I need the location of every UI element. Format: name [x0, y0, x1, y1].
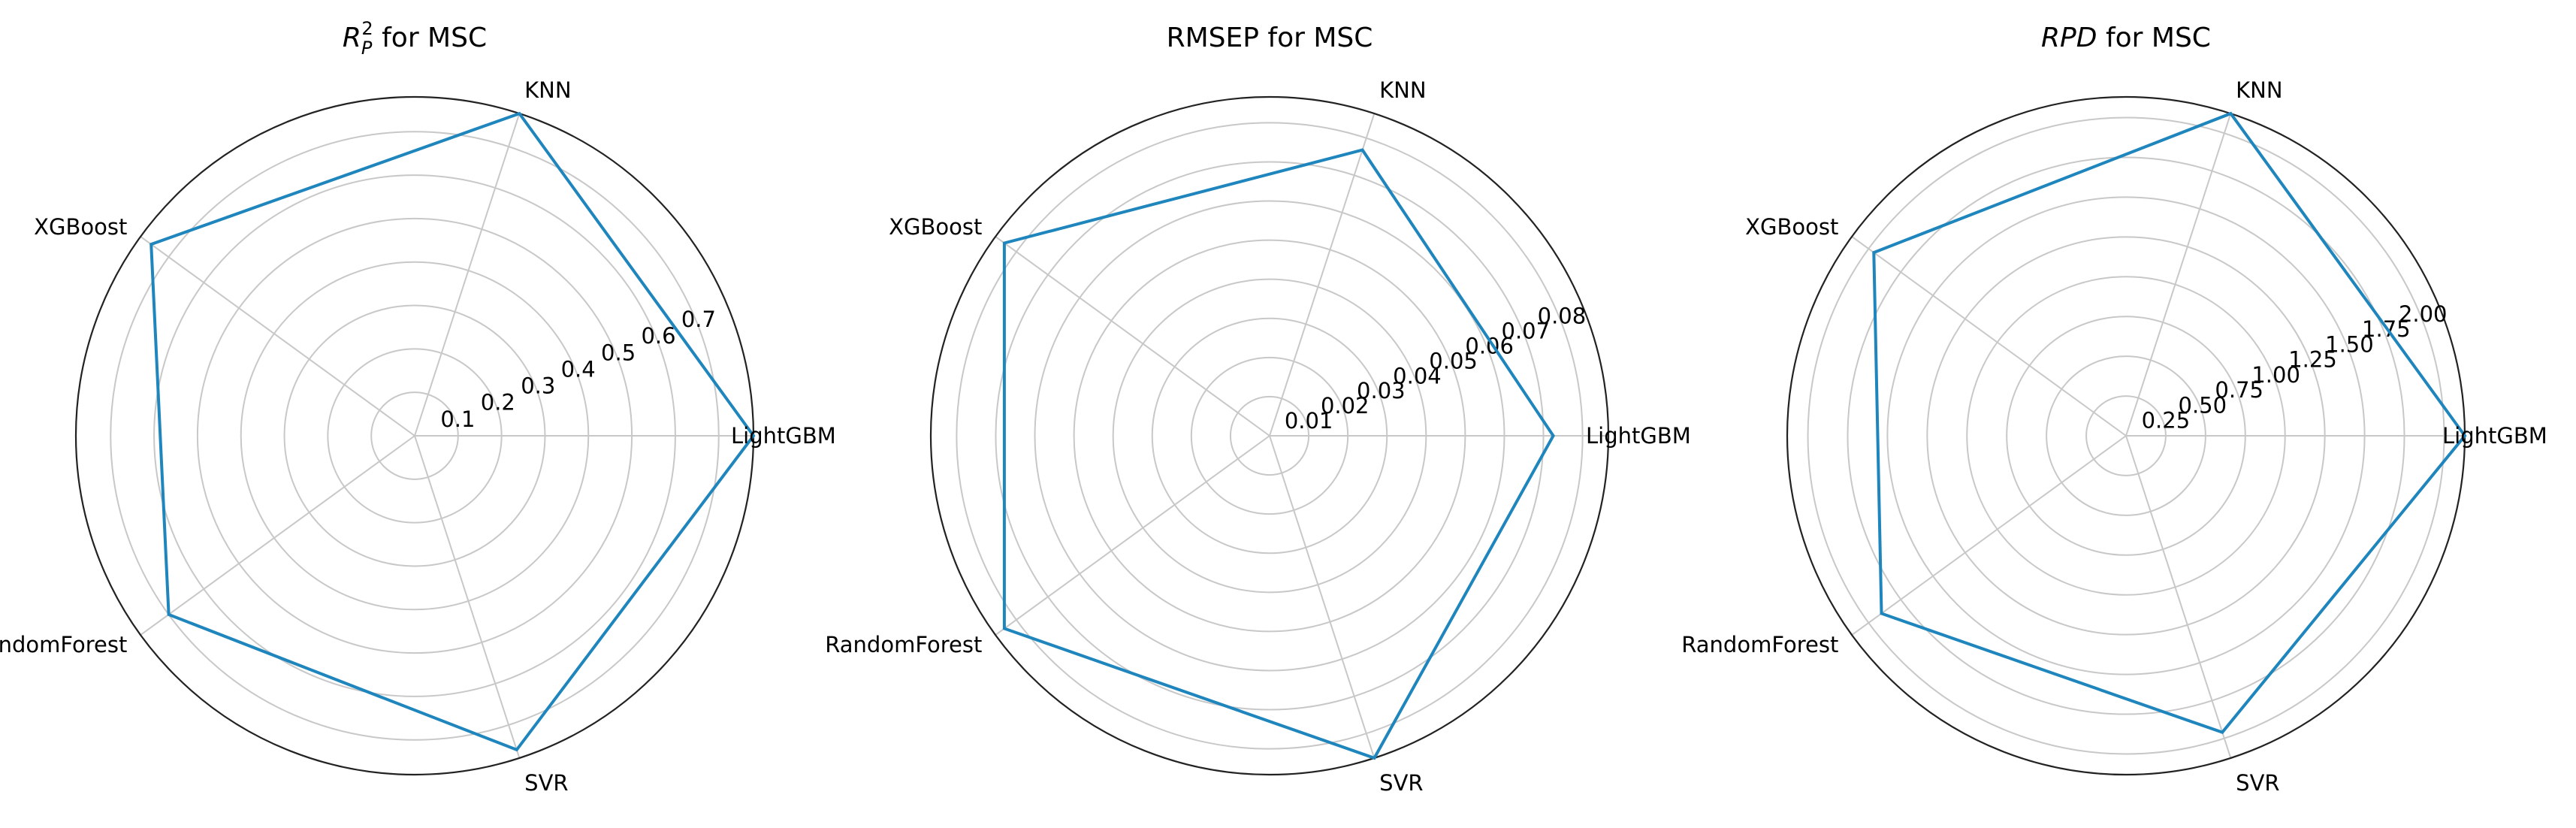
radial-tick-label: 0.01	[1285, 408, 1333, 434]
category-label: XGBoost	[1745, 214, 1838, 240]
category-label: XGBoost	[34, 214, 127, 240]
category-label: SVR	[1379, 770, 1423, 796]
radial-tick-label: 0.07	[1502, 318, 1551, 343]
radial-tick-label: 0.08	[1538, 304, 1587, 329]
series-line	[1002, 148, 1555, 760]
radial-tick-label: 1.25	[2288, 347, 2337, 373]
category-label: XGBoost	[889, 214, 982, 240]
radar-plot: 0.250.500.751.001.251.501.752.00LightGBM…	[1681, 77, 2547, 796]
radial-tick-label: 0.75	[2215, 377, 2263, 403]
radial-tick-label: 0.1	[440, 406, 475, 432]
radial-tick-label: 0.6	[641, 323, 675, 349]
spoke-line	[2125, 435, 2232, 759]
category-label: RandomForest	[825, 632, 982, 657]
category-label: LightGBM	[2442, 423, 2547, 449]
spoke-line	[995, 236, 1270, 437]
category-label: RandomForest	[1681, 632, 1838, 657]
category-label: LightGBM	[731, 423, 836, 449]
chart-title: RP2 for MSC	[343, 18, 487, 59]
radar-plot: 0.010.020.030.040.050.060.070.08 LightGBM…	[825, 77, 1690, 796]
radar-panel-rpd: RPD for MSC 0.250.500.751.001.251.501.75…	[1681, 23, 2547, 796]
radial-tick-label: 2.00	[2399, 301, 2448, 327]
radar-panel-r2: RP2 for MSC 0.10.20.30.40.50.60.7 LightGB…	[0, 18, 836, 796]
spoke-line	[1851, 435, 2127, 636]
category-label: KNN	[524, 77, 571, 103]
category-label: RandomForest	[0, 632, 127, 657]
radial-tick-label: 1.50	[2325, 331, 2374, 357]
category-label: SVR	[2236, 770, 2279, 796]
radial-tick-label: 0.25	[2142, 408, 2191, 434]
category-label: LightGBM	[1586, 423, 1691, 449]
polar-frame	[929, 95, 1610, 776]
radial-tick-label: 0.02	[1321, 393, 1370, 419]
radial-tick-label: 0.7	[681, 307, 716, 332]
radial-tick-label: 0.50	[2179, 392, 2227, 418]
radial-tick-label: 0.05	[1429, 348, 1478, 373]
spoke-line	[140, 236, 415, 437]
radar-panel-rmsep: RMSEP for MSC 0.010.020.030.040.050.060.…	[825, 23, 1690, 796]
spoke-line	[2125, 113, 2232, 437]
radial-tick-label: 0.04	[1393, 363, 1442, 388]
category-label: SVR	[524, 770, 568, 796]
radial-tick-label: 0.2	[481, 390, 515, 416]
radar-plot: 0.10.20.30.40.50.60.7 LightGBM KNN XGBoost R…	[0, 77, 836, 796]
series-line	[1872, 111, 2467, 735]
spoke-line	[995, 435, 1270, 636]
category-label: KNN	[2236, 77, 2282, 103]
category-label: KNN	[1379, 77, 1426, 103]
spoke-line	[1851, 236, 2127, 437]
series-line	[149, 111, 756, 752]
radial-tick-label: 0.4	[561, 356, 596, 382]
spoke-line	[1269, 435, 1376, 759]
chart-title: RMSEP for MSC	[1167, 23, 1373, 53]
spoke-line	[414, 113, 521, 437]
radial-tick-label: 0.3	[521, 373, 555, 399]
radial-tick-label: 0.5	[601, 340, 636, 365]
radial-tick-label: 0.06	[1465, 333, 1514, 358]
radial-tick-label: 1.00	[2251, 362, 2300, 388]
chart-title: RPD for MSC	[2041, 23, 2211, 53]
spoke-line	[140, 435, 415, 636]
spoke-line	[414, 435, 521, 759]
spoke-line	[1269, 113, 1376, 437]
radial-tick-label: 0.03	[1357, 378, 1406, 403]
